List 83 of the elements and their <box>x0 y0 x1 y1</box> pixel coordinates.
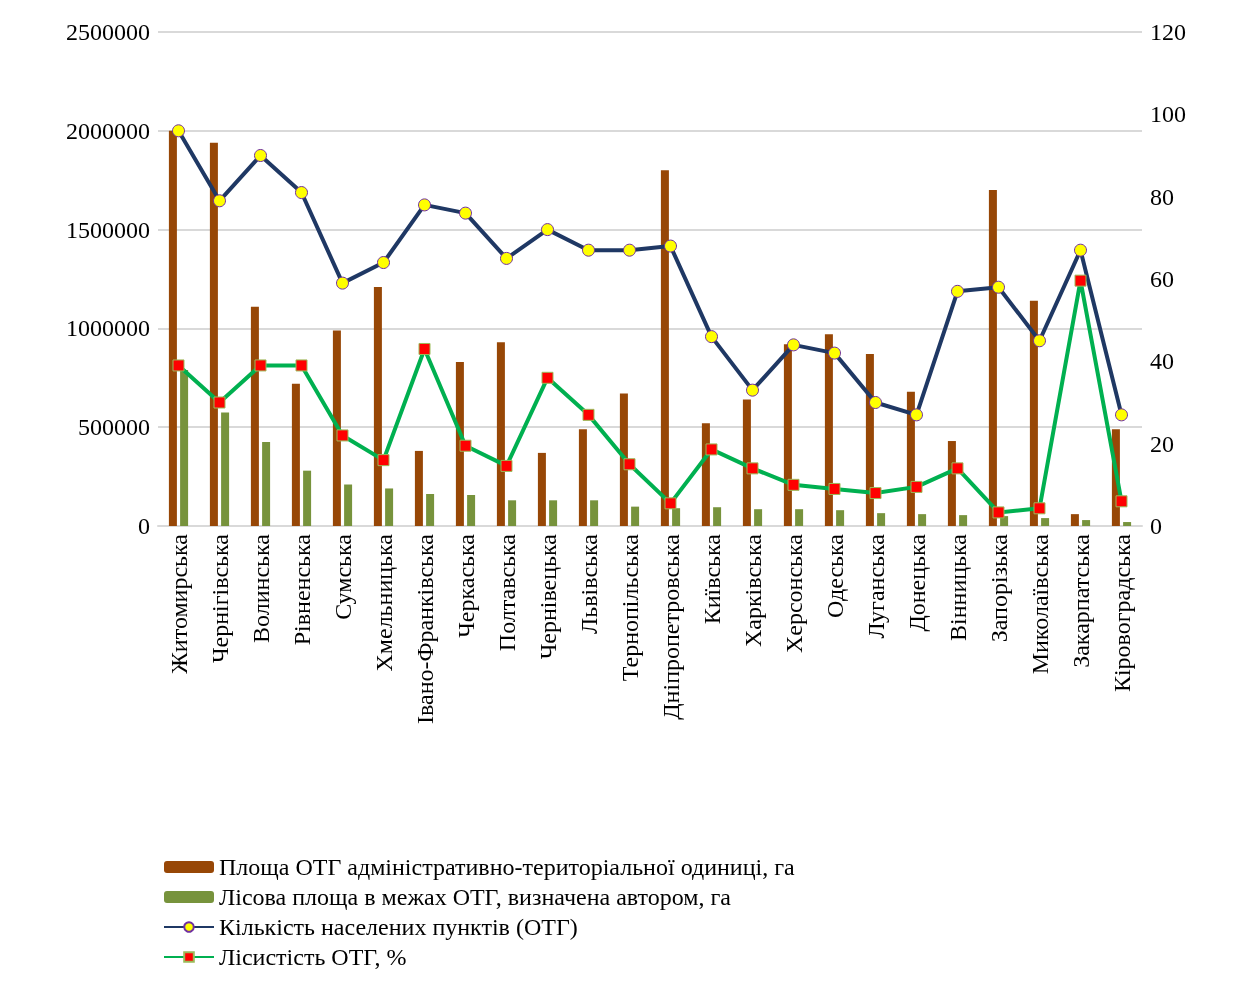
bar <box>742 399 751 526</box>
bar <box>209 142 218 526</box>
bar <box>1082 520 1091 526</box>
y-tick-label: 0 <box>138 513 150 539</box>
bar <box>836 510 845 526</box>
bar <box>590 500 599 526</box>
x-tick-label: Волинська <box>247 533 274 643</box>
bar <box>1029 300 1038 526</box>
bar <box>496 342 505 526</box>
bar <box>467 494 476 526</box>
bar <box>344 484 353 526</box>
bar <box>168 130 177 526</box>
x-tick-label: Одеська <box>821 533 848 619</box>
bar <box>549 500 558 526</box>
bar <box>1123 522 1132 526</box>
y2-tick-label: 80 <box>1150 183 1174 210</box>
y2-tick-label: 40 <box>1150 348 1174 375</box>
x-tick-label: Житомирська <box>165 533 192 674</box>
legend-label: Лісова площа в межах ОТГ, визначена автором, га <box>219 884 732 910</box>
bar <box>959 515 968 526</box>
x-tick-label: Вінницька <box>944 533 971 641</box>
bar <box>262 442 271 526</box>
bar <box>877 513 886 526</box>
x-tick-label: Івано-Франківська <box>411 533 438 725</box>
x-tick-label: Сумська <box>329 533 356 620</box>
y2-tick-label: 100 <box>1150 101 1186 128</box>
x-tick-label: Чернігівська <box>206 533 233 664</box>
x-tick-label: Миколаївська <box>1026 533 1053 675</box>
x-tick-label: Запорізька <box>985 533 1012 643</box>
y-tick-label: 500000 <box>78 414 150 441</box>
bar <box>660 170 669 526</box>
y2-tick-label: 120 <box>1150 19 1186 45</box>
bar <box>414 450 423 526</box>
x-tick-label: Чернівецька <box>534 533 561 660</box>
bar <box>291 383 300 526</box>
bar <box>1070 514 1079 526</box>
x-tick-label: Тернопільська <box>616 533 643 682</box>
x-tick-label: Львівська <box>575 533 602 634</box>
bar <box>918 514 927 526</box>
bar <box>1041 518 1050 526</box>
bar <box>332 330 341 526</box>
bar <box>631 506 640 526</box>
x-tick-label: Донецька <box>903 533 930 632</box>
bar <box>250 306 259 526</box>
bar <box>713 507 722 526</box>
bar <box>783 344 792 526</box>
x-tick-label: Харківська <box>739 533 766 648</box>
bar <box>303 470 312 526</box>
bar <box>426 493 435 526</box>
legend-label: Площа ОТГ адміністративно-територіальної одиниці, га <box>219 854 796 880</box>
bar <box>824 334 833 526</box>
bar <box>537 452 546 526</box>
bar <box>578 429 587 526</box>
y-tick-label: 1500000 <box>66 216 150 243</box>
bar <box>672 508 681 526</box>
legend-label: Кількість населених пунктів (ОТГ) <box>219 914 578 940</box>
bar <box>795 509 804 526</box>
bar <box>180 369 189 526</box>
legend-label: Лісистість ОТГ, % <box>219 944 407 970</box>
y2-tick-label: 0 <box>1150 513 1162 539</box>
x-tick-label: Хмельницька <box>370 533 397 672</box>
bar <box>508 500 517 526</box>
bar <box>385 488 394 526</box>
y-tick-label: 2000000 <box>66 117 150 144</box>
x-tick-label: Закарпатська <box>1067 533 1094 668</box>
bar <box>619 393 628 526</box>
bar <box>754 509 763 526</box>
x-tick-label: Рівненська <box>288 533 315 646</box>
bar <box>221 412 230 526</box>
y2-tick-label: 20 <box>1150 430 1174 457</box>
x-tick-label: Дніпропетровська <box>657 533 684 720</box>
y2-tick-label: 60 <box>1150 266 1174 292</box>
x-tick-label: Кіровоградська <box>1108 533 1135 693</box>
x-tick-label: Луганська <box>862 533 889 639</box>
y-tick-label: 2500000 <box>66 19 150 45</box>
x-tick-label: Херсонська <box>780 533 807 654</box>
bar <box>455 361 464 526</box>
y-tick-label: 1000000 <box>66 315 150 342</box>
bar <box>373 286 382 526</box>
x-tick-label: Полтавська <box>493 533 520 652</box>
x-tick-label: Київська <box>698 533 725 625</box>
x-tick-label: Черкаська <box>452 533 479 638</box>
bar <box>988 190 997 526</box>
